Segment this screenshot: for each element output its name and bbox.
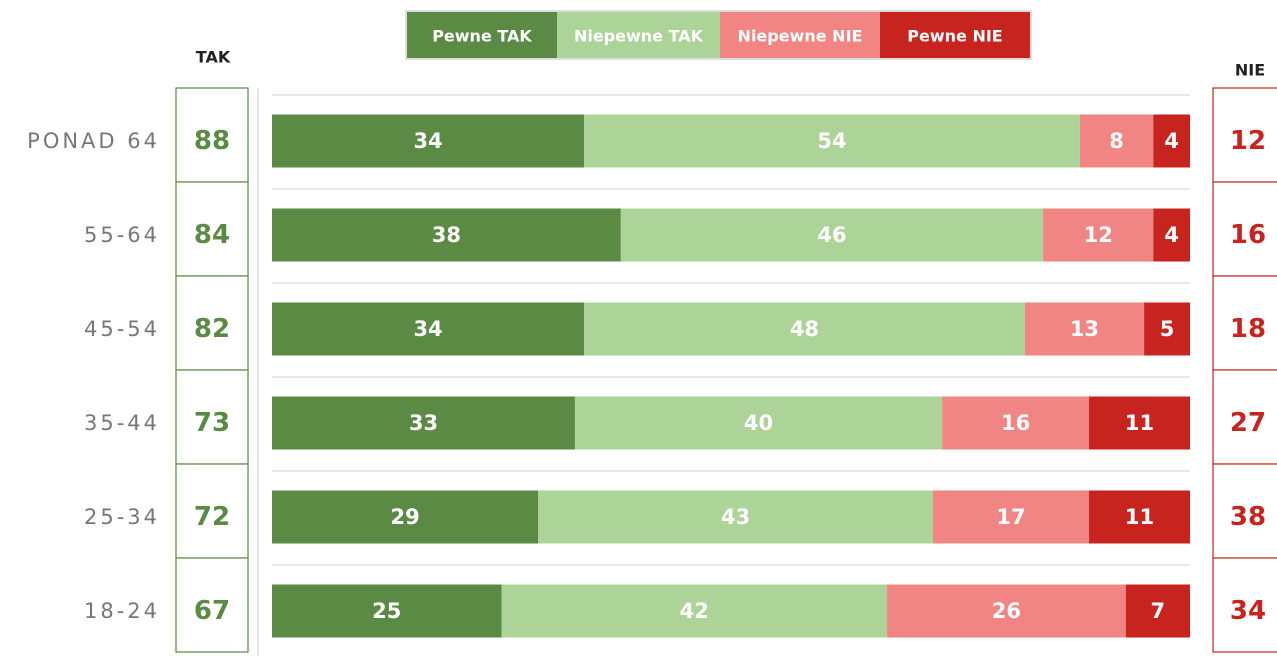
tak-total: 72 (194, 502, 230, 532)
tak-total: 67 (194, 596, 230, 626)
bar-segment (1089, 490, 1190, 544)
nie-total: 12 (1230, 126, 1266, 156)
bar-segment (584, 114, 1080, 168)
bar-segment (1024, 302, 1145, 356)
nie-total: 18 (1230, 314, 1266, 344)
bar-value-label: 54 (817, 129, 846, 153)
bar-segment (1153, 114, 1190, 168)
nie-total: 34 (1230, 596, 1266, 626)
bar-segment (538, 490, 933, 544)
nie-total: 27 (1230, 408, 1266, 438)
tak-box (175, 275, 249, 371)
legend-box (405, 10, 1032, 60)
bar-segment (584, 302, 1025, 356)
bar-value-label: 11 (1125, 505, 1154, 529)
bar-segment (1043, 208, 1154, 262)
bar-value-label: 29 (390, 505, 419, 529)
bar-value-label: 4 (1164, 129, 1179, 153)
bar-segment (272, 208, 621, 262)
tak-box (175, 87, 249, 183)
bar-segment (932, 490, 1090, 544)
category-label: 45-54 (84, 317, 160, 341)
bar-value-label: 5 (1160, 317, 1175, 341)
bar-value-label: 42 (680, 599, 709, 623)
bar-segment (1079, 114, 1154, 168)
bar-segment (1153, 208, 1190, 262)
bar-value-label: 12 (1084, 223, 1113, 247)
bar-segment (574, 396, 943, 450)
bar-segment (272, 114, 585, 168)
tak-header: TAK (196, 48, 231, 67)
bar-segment (1089, 396, 1190, 450)
bar-value-label: 4 (1164, 223, 1179, 247)
legend-label: Pewne NIE (907, 27, 1002, 46)
tak-total: 88 (194, 126, 230, 156)
nie-total: 16 (1230, 220, 1266, 250)
bar-value-label: 34 (413, 129, 442, 153)
bar-value-label: 34 (413, 317, 442, 341)
bar-value-label: 26 (992, 599, 1021, 623)
bar-value-label: 16 (1001, 411, 1030, 435)
nie-box (1212, 275, 1277, 371)
category-label: PONAD 64 (27, 129, 160, 153)
legend-swatch (407, 12, 557, 58)
legend-swatch (557, 12, 720, 58)
bar-segment (942, 396, 1090, 450)
bar-segment (272, 584, 502, 638)
category-label: 35-44 (84, 411, 160, 435)
bar-segment (887, 584, 1126, 638)
category-label: 18-24 (84, 599, 160, 623)
bar-segment (272, 302, 585, 356)
category-label: 55-64 (84, 223, 160, 247)
nie-box (1212, 87, 1277, 183)
bar-segment (1144, 302, 1190, 356)
tak-total: 73 (194, 408, 230, 438)
nie-total: 38 (1230, 502, 1266, 532)
bar-value-label: 40 (744, 411, 773, 435)
bar-segment (272, 396, 575, 450)
tak-box (175, 557, 249, 653)
bar-segment (272, 490, 539, 544)
bar-value-label: 46 (817, 223, 846, 247)
bar-value-label: 13 (1070, 317, 1099, 341)
bar-value-label: 43 (721, 505, 750, 529)
nie-header: NIE (1235, 61, 1265, 80)
bar-value-label: 7 (1151, 599, 1166, 623)
bar-value-label: 11 (1125, 411, 1154, 435)
bar-value-label: 48 (790, 317, 819, 341)
legend-swatch (720, 12, 880, 58)
bar-value-label: 17 (996, 505, 1025, 529)
bar-value-label: 8 (1109, 129, 1124, 153)
tak-total: 82 (194, 314, 230, 344)
tak-box (175, 463, 249, 559)
bar-value-label: 33 (409, 411, 438, 435)
legend-label: Niepewne TAK (574, 27, 704, 46)
bar-value-label: 38 (432, 223, 461, 247)
category-label: 25-34 (84, 505, 160, 529)
bar-segment (1125, 584, 1190, 638)
bar-segment (501, 584, 888, 638)
bar-value-label: 25 (372, 599, 401, 623)
legend-label: Niepewne NIE (738, 27, 863, 46)
legend-swatch (880, 12, 1030, 58)
bar-segment (620, 208, 1044, 262)
tak-total: 84 (194, 220, 230, 250)
nie-box (1212, 557, 1277, 653)
legend-label: Pewne TAK (432, 27, 532, 46)
